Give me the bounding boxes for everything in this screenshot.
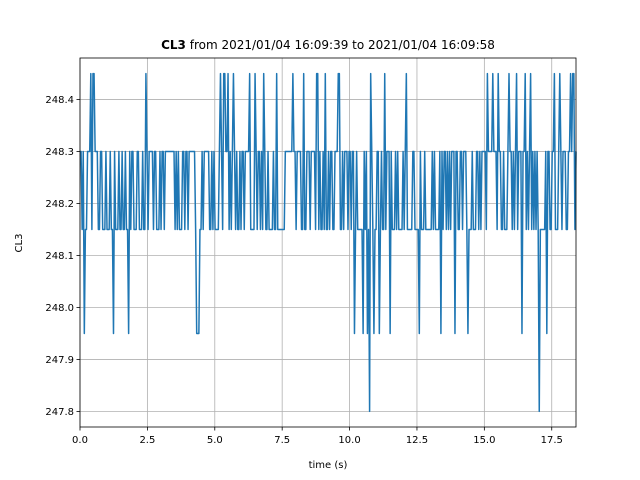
y-axis-label: CL3: [14, 234, 25, 253]
y-tick-label: 248.2: [45, 199, 74, 210]
x-tick-label: 5.0: [207, 435, 223, 446]
chart-title-bold: CL3: [161, 38, 186, 52]
x-tick-label: 7.5: [274, 435, 290, 446]
plot-frame: [79, 57, 577, 428]
x-tick-label: 17.5: [541, 435, 563, 446]
y-tick-label: 248.4: [45, 95, 74, 106]
x-tick-label: 12.5: [406, 435, 428, 446]
y-tick-label: 248.3: [45, 147, 74, 158]
chart-title-rest: from 2021/01/04 16:09:39 to 2021/01/04 1…: [186, 38, 495, 52]
x-tick-label: 10.0: [338, 435, 360, 446]
series-layer: [80, 72, 577, 413]
y-tick-label: 248.0: [45, 303, 74, 314]
x-tick-label: 15.0: [473, 435, 495, 446]
x-tick-label: 2.5: [139, 435, 155, 446]
x-tick-label: 0.0: [72, 435, 88, 446]
y-tick-label: 247.8: [45, 407, 74, 418]
y-axis-ticks: 247.8 247.9 248.0 248.1 248.2 248.3 248.4: [45, 95, 80, 418]
x-axis-ticks: 0.0 2.5 5.0 7.5 10.0 12.5 15.0 17.5: [72, 427, 563, 446]
cl3-series-line: [80, 72, 577, 413]
y-tick-label: 247.9: [45, 355, 74, 366]
y-tick-label: 248.1: [45, 251, 74, 262]
chart-title: CL3 from 2021/01/04 16:09:39 to 2021/01/…: [161, 38, 495, 52]
x-axis-label: time (s): [309, 460, 348, 471]
